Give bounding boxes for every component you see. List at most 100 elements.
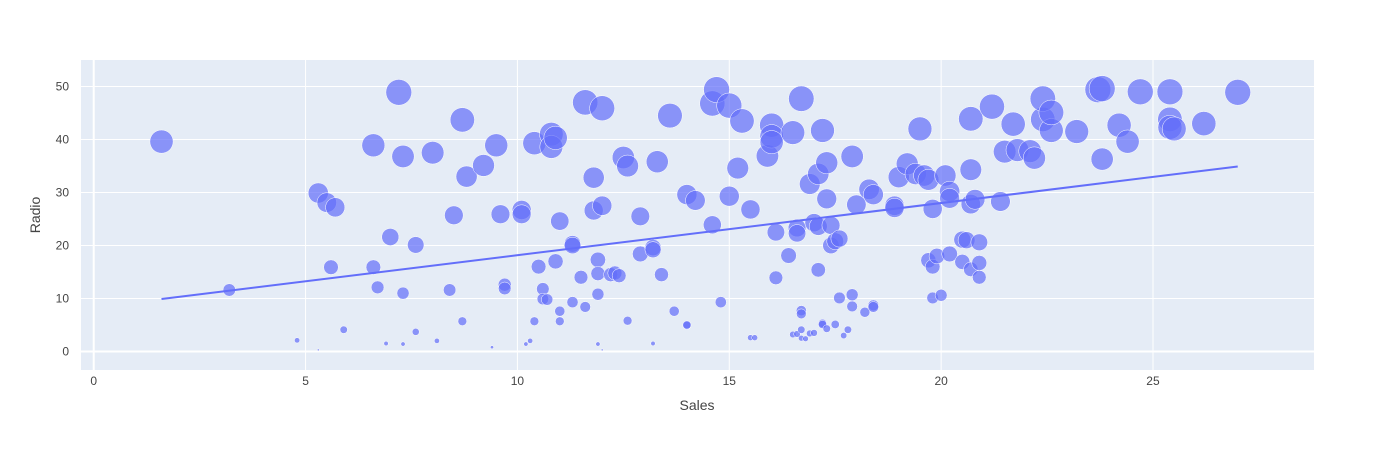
data-point: [490, 204, 511, 224]
data-point: [840, 332, 848, 340]
data-point: [590, 266, 606, 281]
data-point: [391, 144, 415, 168]
x-axis-ticks: 0 5 10 15 20 25: [90, 374, 1160, 388]
data-point: [444, 205, 464, 225]
data-point: [396, 286, 410, 300]
data-point: [541, 293, 554, 306]
data-point: [563, 236, 582, 254]
data-point: [714, 296, 727, 309]
data-point: [685, 190, 706, 211]
data-point: [317, 348, 320, 352]
data-point: [703, 215, 722, 235]
data-point: [527, 337, 533, 344]
data-markers: [149, 75, 1251, 352]
data-point: [400, 341, 406, 347]
data-point: [766, 223, 785, 242]
data-point: [1090, 147, 1114, 171]
data-point: [472, 154, 495, 177]
data-point: [810, 118, 835, 143]
data-point: [566, 296, 579, 309]
data-point: [759, 130, 784, 154]
data-point: [294, 337, 301, 344]
x-axis-title: Sales: [679, 397, 714, 413]
data-point: [325, 197, 346, 218]
data-point: [833, 291, 846, 305]
data-point: [958, 106, 984, 132]
data-point: [1022, 146, 1046, 170]
x-tick-label: 15: [723, 374, 737, 388]
data-point: [843, 325, 852, 334]
data-point: [589, 95, 615, 121]
data-point: [682, 320, 692, 330]
data-point: [381, 228, 400, 246]
data-point: [1156, 78, 1184, 105]
data-point: [579, 301, 591, 313]
data-point: [611, 268, 627, 283]
x-tick-label: 10: [511, 374, 525, 388]
data-point: [729, 108, 755, 134]
x-tick-label: 20: [934, 374, 948, 388]
data-point: [365, 259, 381, 275]
data-point: [816, 188, 837, 209]
data-point: [830, 320, 840, 329]
data-point: [455, 165, 478, 188]
data-point: [845, 288, 859, 302]
data-point: [797, 325, 806, 334]
data-point: [796, 308, 807, 319]
data-point: [922, 199, 943, 219]
data-point: [780, 247, 797, 264]
y-tick-label: 20: [56, 238, 70, 252]
data-point: [385, 79, 412, 106]
data-point: [971, 255, 988, 271]
data-point: [668, 305, 680, 317]
data-point: [600, 348, 604, 352]
data-point: [449, 107, 475, 133]
data-point: [434, 337, 440, 344]
y-tick-label: 0: [62, 344, 69, 358]
data-point: [1038, 99, 1064, 126]
data-point: [939, 188, 960, 209]
data-point: [543, 125, 568, 150]
data-point: [780, 120, 805, 145]
data-point: [616, 154, 639, 178]
data-point: [970, 233, 988, 251]
plot-background: [81, 60, 1314, 370]
y-tick-label: 40: [56, 132, 70, 146]
data-point: [719, 185, 740, 207]
data-point: [595, 341, 601, 347]
data-point: [149, 129, 174, 154]
data-point: [1161, 116, 1187, 142]
data-point: [846, 300, 858, 313]
data-point: [751, 334, 758, 341]
data-point: [383, 340, 389, 347]
data-point: [550, 211, 570, 231]
data-point: [555, 316, 565, 326]
data-point: [907, 116, 933, 142]
data-point: [457, 316, 468, 326]
data-point: [650, 340, 656, 347]
data-point: [591, 287, 605, 301]
data-point: [740, 199, 761, 220]
data-point: [512, 204, 532, 224]
data-point: [484, 133, 508, 158]
data-point: [443, 283, 457, 297]
data-point: [1115, 129, 1140, 154]
y-tick-label: 30: [56, 185, 70, 199]
data-point: [582, 166, 605, 189]
data-point: [530, 259, 547, 275]
data-point: [822, 324, 831, 333]
data-point: [959, 158, 982, 181]
data-point: [547, 253, 564, 270]
x-tick-label: 25: [1146, 374, 1160, 388]
data-point: [810, 262, 826, 278]
data-point: [654, 267, 669, 282]
data-point: [554, 305, 566, 317]
data-point: [840, 144, 864, 168]
data-point: [421, 141, 445, 165]
data-point: [788, 224, 807, 243]
data-point: [810, 329, 818, 337]
data-point: [863, 184, 884, 205]
data-point: [972, 270, 987, 285]
data-point: [815, 151, 838, 175]
